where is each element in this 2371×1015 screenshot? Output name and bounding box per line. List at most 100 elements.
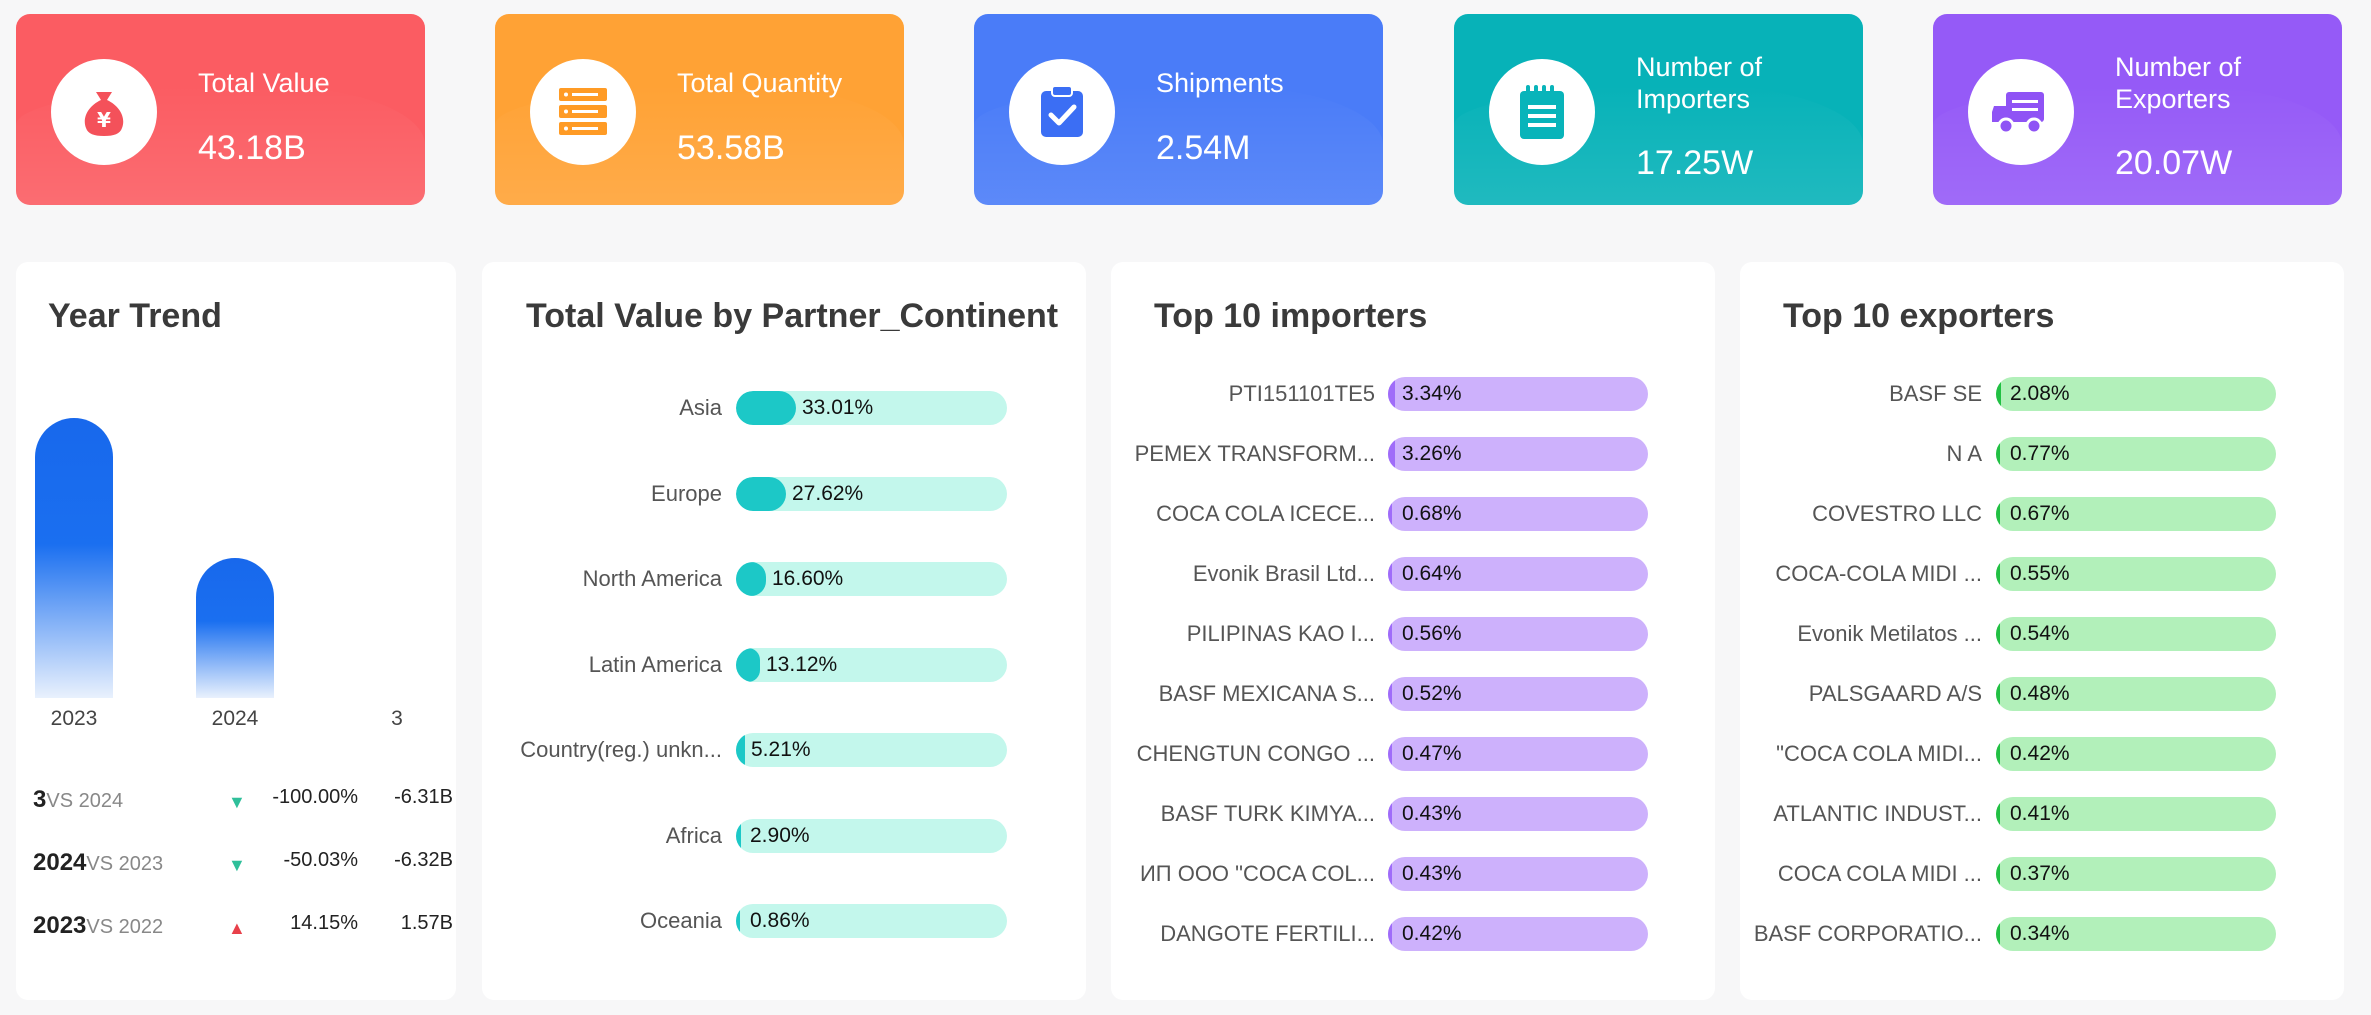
bar-percent: 2.90% — [750, 823, 810, 847]
bar-track — [1388, 677, 1648, 711]
year-label: 3 — [391, 707, 403, 730]
comparison-year: 2024VS 2023 — [33, 849, 163, 877]
bar-fill — [1996, 857, 2000, 891]
bar-label: COCA-COLA MIDI ... — [1775, 561, 1982, 586]
comparison-year: 2023VS 2022 — [33, 912, 163, 940]
bar-label: Europe — [651, 480, 722, 506]
bar-percent: 27.62% — [792, 481, 864, 505]
bar-percent: 0.55% — [2010, 562, 2070, 585]
kpi-value: 17.25W — [1636, 144, 1754, 182]
bar-fill — [1996, 497, 2000, 531]
bar-track — [736, 733, 1007, 767]
comparison-amount: -6.32B — [394, 849, 453, 871]
bar-label: PALSGAARD A/S — [1808, 681, 1982, 706]
kpi-label: Number of Exporters — [2115, 52, 2242, 114]
bar-label: Asia — [679, 395, 722, 420]
bar-percent: 16.60% — [772, 567, 844, 590]
bar-track — [1388, 797, 1648, 831]
year-trend-title: Year Trend — [48, 297, 222, 335]
bar-fill — [736, 733, 745, 767]
kpi-value: 2.54M — [1156, 129, 1251, 167]
kpi-card-shipments: Shipments 2.54M — [974, 14, 1383, 205]
comparison-vs-label: VS 2023 — [86, 853, 164, 875]
importers-title: Top 10 importers — [1154, 297, 1428, 335]
triangle-down-icon: ▼ — [228, 792, 246, 812]
kpi-label: Total Value — [198, 68, 330, 98]
bar-percent: 0.54% — [2010, 622, 2070, 645]
bar-fill — [1388, 737, 1392, 771]
comparison-amount: 1.57B — [400, 912, 453, 934]
bar-label: DANGOTE FERTILI... — [1160, 921, 1375, 946]
continent-panel — [482, 262, 1086, 1000]
bar-track — [1996, 617, 2276, 651]
bar-label: ATLANTIC INDUST... — [1773, 801, 1982, 826]
bar-track — [1996, 857, 2276, 891]
bar-track — [1996, 497, 2276, 531]
bar-fill — [1388, 497, 1392, 531]
bar-label: PILIPINAS KAO I... — [1186, 621, 1375, 646]
kpi-value: 43.18B — [198, 129, 306, 167]
bar-track — [1996, 557, 2276, 591]
bar-track — [1388, 497, 1648, 531]
bar-fill — [736, 647, 760, 682]
bar-percent: 0.42% — [1402, 922, 1462, 945]
bar-fill — [1996, 737, 2000, 771]
bar-label: "COCA COLA MIDI... — [1776, 741, 1982, 766]
continent-title: Total Value by Partner_Continent — [526, 297, 1059, 335]
bar-track — [736, 391, 1007, 425]
bar-percent: 0.86% — [750, 909, 810, 932]
bar-track — [736, 476, 1007, 511]
truck-icon — [1968, 59, 2074, 165]
svg-text:¥: ¥ — [97, 108, 111, 132]
bar-track — [1388, 617, 1648, 651]
bar-percent: 5.21% — [751, 738, 811, 761]
bar-label: Country(reg.) unkn... — [520, 737, 722, 762]
bar-track — [736, 818, 1007, 853]
bar-track — [1388, 377, 1648, 411]
bar-fill — [1996, 917, 2000, 951]
bar-percent: 0.64% — [1402, 562, 1462, 585]
stack-list-icon — [530, 59, 636, 165]
kpi-label: Shipments — [1156, 68, 1284, 98]
comparison-percent: -50.03% — [283, 849, 359, 871]
bar-fill — [736, 562, 766, 596]
bar-percent: 0.52% — [1402, 682, 1462, 705]
bar-label: Latin America — [588, 651, 722, 677]
bar-track — [1996, 677, 2276, 711]
comparison-year: 3VS 2024 — [33, 786, 123, 814]
bar-percent: 0.67% — [2010, 502, 2070, 525]
bar-label: COVESTRO LLC — [1812, 501, 1982, 526]
bar-track — [1388, 437, 1648, 471]
bar-label: BASF TURK KIMYA... — [1160, 801, 1375, 826]
bar-percent: 3.26% — [1402, 442, 1462, 465]
triangle-up-icon: ▲ — [228, 918, 246, 938]
bar-percent: 0.48% — [2010, 682, 2070, 705]
bar-label: CHENGTUN CONGO ... — [1136, 741, 1375, 766]
kpi-value: 20.07W — [2115, 144, 2233, 182]
bar-label: PEMEX TRANSFORM... — [1134, 441, 1375, 466]
bar-percent: 0.42% — [2010, 742, 2070, 765]
bar-label: North America — [582, 566, 722, 591]
bar-percent: 3.34% — [1402, 382, 1462, 405]
bar-percent: 0.43% — [1402, 802, 1462, 825]
bar-label: ИП ООО "COCA COL... — [1139, 861, 1375, 886]
bar-fill — [736, 391, 796, 425]
bar-label: Evonik Brasil Ltd... — [1192, 561, 1375, 586]
year-bar — [196, 558, 274, 698]
comparison-year-value: 3 — [33, 786, 47, 813]
kpi-card-total-value: ¥ Total Value 43.18B — [16, 14, 425, 205]
bar-track — [736, 904, 1007, 938]
comparison-percent: 14.15% — [290, 912, 358, 934]
money-bag-icon: ¥ — [51, 59, 157, 165]
bar-fill — [1388, 557, 1392, 591]
bar-percent: 0.37% — [2010, 862, 2070, 885]
triangle-down-icon: ▼ — [228, 855, 246, 875]
comparison-year-value: 2024 — [33, 849, 87, 876]
bar-track — [1388, 857, 1648, 891]
comparison-vs-label: VS 2022 — [86, 916, 164, 938]
bar-track — [1996, 917, 2276, 951]
bar-label: BASF SE — [1889, 381, 1982, 406]
bar-fill — [1996, 377, 2001, 411]
kpi-card-total-quantity: Total Quantity 53.58B — [495, 14, 904, 205]
bar-fill — [1388, 437, 1395, 471]
